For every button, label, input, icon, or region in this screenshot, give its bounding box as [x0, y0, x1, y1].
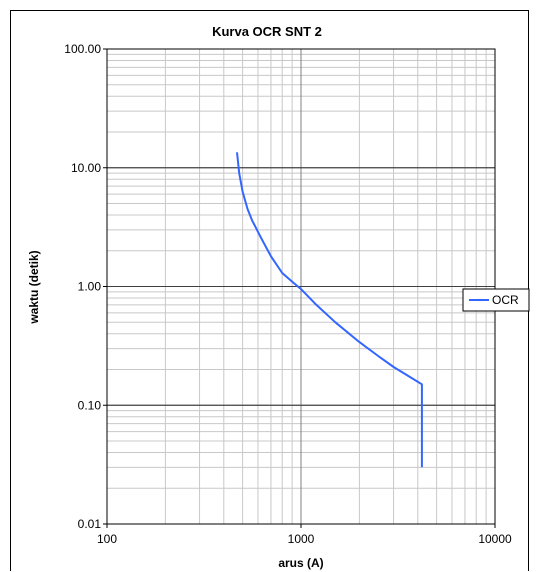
legend-box — [462, 288, 530, 312]
y-tick-label: 1.00 — [78, 280, 102, 294]
y-tick-label: 100.00 — [64, 42, 101, 56]
chart-title: Kurva OCR SNT 2 — [212, 24, 322, 39]
series-line-ocr — [236, 152, 423, 468]
y-axis-ticks: 0.01 0.10 1.00 10.00 100.00 — [64, 42, 107, 531]
y-tick-label: 0.10 — [78, 398, 102, 412]
chart-frame: Kurva OCR SNT 2 100 1000 10000 0.01 0.10 1.0… — [10, 10, 530, 571]
legend: OCR — [462, 288, 530, 312]
x-tick-label: 1000 — [288, 532, 315, 546]
x-axis-title: arus (A) — [278, 556, 323, 570]
x-axis-ticks: 100 1000 10000 — [97, 524, 512, 546]
series-layer — [236, 152, 423, 468]
y-tick-label: 0.01 — [78, 517, 102, 531]
legend-label-ocr: OCR — [492, 293, 519, 307]
y-tick-label: 10.00 — [71, 161, 101, 175]
ocr-chart: Kurva OCR SNT 2 100 1000 10000 0.01 0.10 1.0… — [27, 24, 530, 570]
x-tick-label: 10000 — [478, 532, 512, 546]
y-axis-title: waktu (detik) — [27, 250, 41, 324]
x-tick-label: 100 — [97, 532, 117, 546]
